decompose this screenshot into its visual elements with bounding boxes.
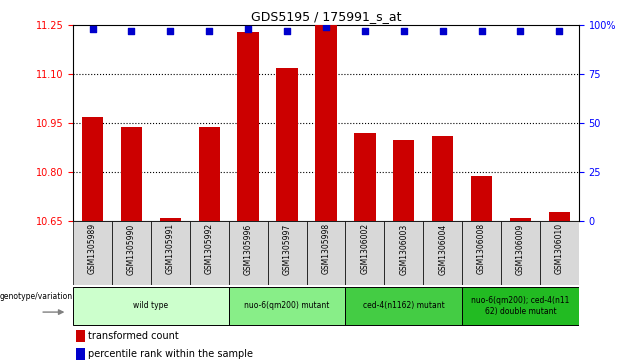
Bar <box>112 221 151 285</box>
Bar <box>277 68 298 221</box>
Text: GSM1305992: GSM1305992 <box>205 223 214 274</box>
Text: transformed count: transformed count <box>88 331 179 341</box>
Bar <box>549 212 570 221</box>
Bar <box>393 140 415 221</box>
Bar <box>462 287 579 325</box>
Point <box>360 28 370 34</box>
Bar <box>345 287 462 325</box>
Text: GSM1306002: GSM1306002 <box>361 223 370 274</box>
Bar <box>509 218 531 221</box>
Text: GSM1306003: GSM1306003 <box>399 223 408 274</box>
Text: GSM1306008: GSM1306008 <box>477 223 486 274</box>
Text: nuo-6(qm200); ced-4(n11
62) double mutant: nuo-6(qm200); ced-4(n11 62) double mutan… <box>471 296 570 315</box>
Text: GSM1305998: GSM1305998 <box>321 223 331 274</box>
Point <box>204 28 214 34</box>
Text: genotype/variation: genotype/variation <box>0 292 73 301</box>
Bar <box>160 218 181 221</box>
Bar <box>73 221 112 285</box>
Bar <box>229 221 268 285</box>
Bar <box>229 287 345 325</box>
Bar <box>345 221 384 285</box>
Text: GSM1305997: GSM1305997 <box>282 223 291 274</box>
Point <box>476 28 487 34</box>
Point <box>88 26 98 32</box>
Point <box>282 28 292 34</box>
Point <box>554 28 564 34</box>
Bar <box>73 287 229 325</box>
Bar <box>354 133 375 221</box>
Bar <box>190 221 229 285</box>
Title: GDS5195 / 175991_s_at: GDS5195 / 175991_s_at <box>251 10 401 23</box>
Point <box>321 24 331 30</box>
Point <box>127 28 137 34</box>
Bar <box>315 25 336 221</box>
Text: percentile rank within the sample: percentile rank within the sample <box>88 349 252 359</box>
Bar <box>540 221 579 285</box>
Point <box>165 28 176 34</box>
Bar <box>471 176 492 221</box>
Text: wild type: wild type <box>134 301 169 310</box>
Bar <box>501 221 540 285</box>
Bar <box>76 348 85 360</box>
Bar <box>76 330 85 342</box>
Bar <box>237 32 259 221</box>
Bar <box>82 117 103 221</box>
Bar <box>198 127 220 221</box>
Point <box>243 26 253 32</box>
Point <box>399 28 409 34</box>
Bar <box>462 221 501 285</box>
Point <box>515 28 525 34</box>
Text: GSM1306009: GSM1306009 <box>516 223 525 274</box>
Bar <box>432 136 453 221</box>
Bar <box>384 221 423 285</box>
Text: GSM1306010: GSM1306010 <box>555 223 563 274</box>
Text: ced-4(n1162) mutant: ced-4(n1162) mutant <box>363 301 445 310</box>
Bar <box>121 127 142 221</box>
Text: GSM1305996: GSM1305996 <box>244 223 252 274</box>
Bar <box>423 221 462 285</box>
Bar <box>307 221 345 285</box>
Text: nuo-6(qm200) mutant: nuo-6(qm200) mutant <box>244 301 329 310</box>
Text: GSM1305990: GSM1305990 <box>127 223 136 274</box>
Text: GSM1306004: GSM1306004 <box>438 223 447 274</box>
Bar <box>268 221 307 285</box>
Text: GSM1305991: GSM1305991 <box>166 223 175 274</box>
Point <box>438 28 448 34</box>
Bar <box>151 221 190 285</box>
Text: GSM1305989: GSM1305989 <box>88 223 97 274</box>
